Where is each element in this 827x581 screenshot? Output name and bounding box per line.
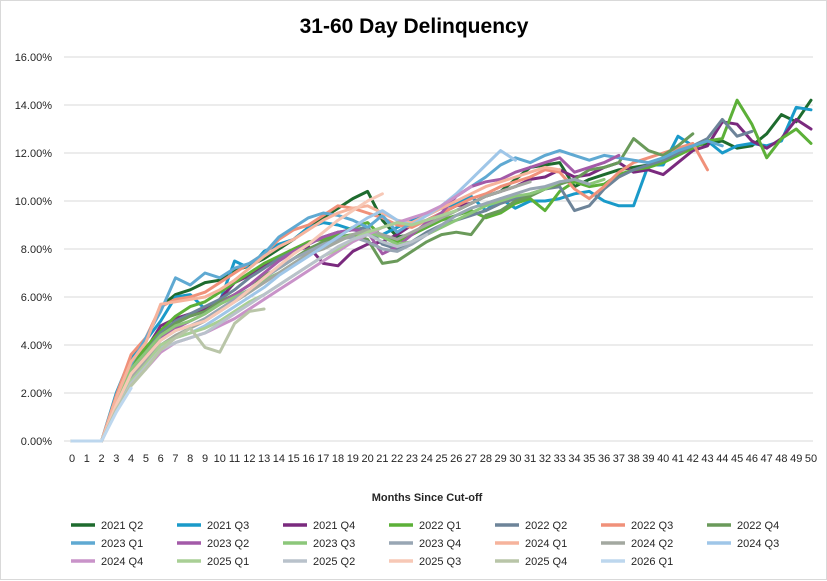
series-line-2025-q3: [70, 192, 384, 443]
legend-label: 2023 Q1: [101, 538, 143, 550]
x-tick-label: 0: [69, 453, 75, 465]
x-tick-label: 37: [613, 453, 625, 465]
legend-label: 2021 Q2: [101, 520, 143, 532]
x-tick-label: 14: [273, 453, 285, 465]
x-tick-label: 34: [568, 453, 580, 465]
x-tick-label: 45: [731, 453, 743, 465]
x-tick-label: 8: [187, 453, 193, 465]
x-tick-label: 29: [494, 453, 506, 465]
series-line-2025-q2: [70, 233, 429, 443]
legend-label: 2021 Q3: [207, 520, 249, 532]
legend-label: 2025 Q1: [207, 556, 249, 568]
chart-title: 31-60 Day Delinquency: [300, 15, 529, 38]
x-tick-label: 33: [554, 453, 566, 465]
x-tick-label: 41: [672, 453, 684, 465]
x-tick-label: 12: [243, 453, 255, 465]
x-tick-label: 27: [465, 453, 477, 465]
legend-label: 2023 Q2: [207, 538, 249, 550]
x-tick-label: 23: [406, 453, 418, 465]
legend-label: 2026 Q1: [631, 556, 673, 568]
y-tick-label: 6.00%: [21, 292, 52, 304]
x-tick-label: 44: [716, 453, 728, 465]
x-tick-label: 11: [229, 453, 240, 465]
series-line-2022-q1: [70, 98, 813, 443]
y-tick-label: 8.00%: [21, 244, 52, 256]
series-line-2023-q1: [70, 139, 724, 443]
series-line-2022-q4: [70, 132, 695, 443]
legend-label: 2024 Q2: [631, 538, 673, 550]
series-line-2022-q3: [70, 141, 709, 443]
legend-label: 2021 Q4: [313, 520, 355, 532]
y-tick-label: 4.00%: [21, 340, 52, 352]
x-tick-label: 50: [805, 453, 817, 465]
x-tick-label: 4: [128, 453, 134, 465]
x-tick-label: 18: [332, 453, 344, 465]
x-tick-label: 35: [583, 453, 595, 465]
x-tick-label: 7: [172, 453, 178, 465]
series-line-2024-q1: [70, 165, 562, 443]
x-tick-label: 25: [435, 453, 447, 465]
legend-label: 2024 Q4: [101, 556, 143, 568]
x-tick-label: 2: [98, 453, 104, 465]
y-tick-label: 16.00%: [15, 52, 53, 64]
x-tick-label: 26: [450, 453, 462, 465]
series-line-2023-q4: [70, 177, 591, 443]
legend-label: 2025 Q4: [525, 556, 567, 568]
x-tick-label: 38: [628, 453, 640, 465]
x-tick-label: 22: [391, 453, 403, 465]
x-tick-label: 15: [288, 453, 300, 465]
x-tick-label: 30: [509, 453, 521, 465]
y-tick-label: 2.00%: [21, 388, 52, 400]
series-line-2024-q2: [70, 180, 532, 443]
series-line-2026-q1: [70, 386, 133, 443]
x-tick-label: 36: [598, 453, 610, 465]
x-tick-label: 3: [113, 453, 119, 465]
legend-label: 2023 Q3: [313, 538, 355, 550]
legend-label: 2025 Q3: [419, 556, 461, 568]
y-tick-label: 14.00%: [15, 100, 53, 112]
x-axis-label: Months Since Cut-off: [372, 492, 483, 504]
x-tick-label: 21: [376, 453, 388, 465]
y-tick-label: 10.00%: [15, 196, 53, 208]
x-tick-label: 28: [480, 453, 492, 465]
x-tick-label: 9: [202, 453, 208, 465]
y-tick-label: 12.00%: [15, 148, 53, 160]
x-tick-label: 24: [421, 453, 433, 465]
x-tick-label: 47: [761, 453, 773, 465]
x-tick-label: 40: [657, 453, 669, 465]
x-tick-label: 19: [347, 453, 359, 465]
x-tick-label: 1: [84, 453, 90, 465]
x-tick-label: 39: [642, 453, 654, 465]
legend-label: 2023 Q4: [419, 538, 461, 550]
legend-label: 2022 Q3: [631, 520, 673, 532]
x-tick-label: 48: [775, 453, 787, 465]
x-tick-label: 32: [539, 453, 551, 465]
x-tick-label: 20: [361, 453, 373, 465]
x-tick-label: 42: [687, 453, 699, 465]
legend-label: 2022 Q1: [419, 520, 461, 532]
x-tick-label: 49: [790, 453, 802, 465]
legend-label: 2024 Q3: [737, 538, 779, 550]
series-line-2023-q2: [70, 153, 621, 443]
series-line-2024-q3: [70, 149, 517, 443]
x-tick-label: 46: [746, 453, 758, 465]
y-tick-label: 0.00%: [21, 436, 52, 448]
x-tick-label: 13: [258, 453, 270, 465]
x-tick-label: 5: [143, 453, 149, 465]
legend-label: 2022 Q4: [737, 520, 779, 532]
x-tick-label: 43: [701, 453, 713, 465]
legend-label: 2022 Q2: [525, 520, 567, 532]
x-tick-label: 10: [214, 453, 226, 465]
series-line-2021-q2: [70, 98, 813, 443]
legend-label: 2024 Q1: [525, 538, 567, 550]
x-tick-label: 17: [317, 453, 329, 465]
x-tick-label: 16: [302, 453, 314, 465]
legend-label: 2025 Q2: [313, 556, 355, 568]
x-tick-label: 31: [524, 453, 536, 465]
x-tick-label: 6: [158, 453, 164, 465]
